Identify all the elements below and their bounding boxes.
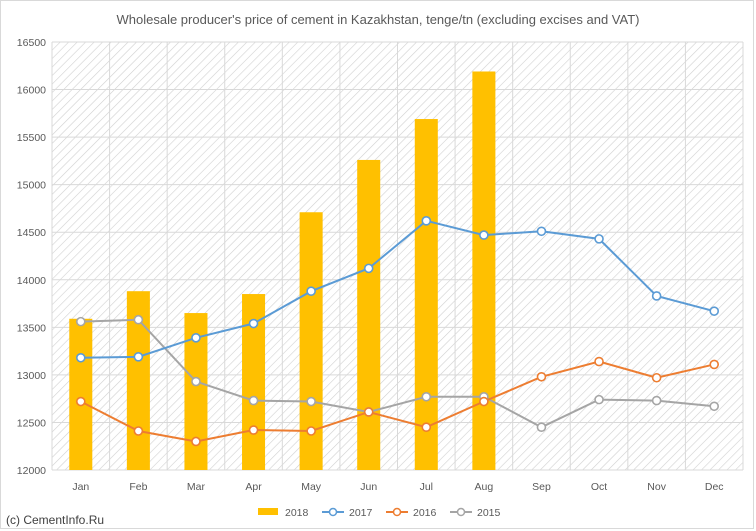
x-tick-label: Jul	[420, 481, 433, 493]
point-2016-aug	[479, 396, 489, 407]
y-axis-ticks: 12000 12500 13000 13500 14000 14500 15000 15500…	[17, 37, 46, 477]
line-2016	[80, 360, 715, 443]
legend-label-2018: 2018	[285, 507, 309, 519]
point-2016-mar	[191, 436, 201, 447]
legend-swatch-2018	[258, 508, 278, 515]
line-series	[75, 216, 720, 447]
point-2016-jun	[363, 407, 374, 417]
point-2016-apr	[248, 425, 259, 435]
y-tick-label: 12500	[17, 417, 46, 429]
x-tick-label: Nov	[647, 481, 666, 493]
point-2016-may	[306, 426, 316, 436]
bar-2018-jun	[357, 159, 381, 470]
point-2016-jan	[75, 396, 86, 407]
x-tick-label: Apr	[245, 481, 262, 493]
point-2017-jun	[363, 263, 374, 274]
point-2017-apr	[248, 318, 259, 329]
legend-marker-2015	[456, 507, 466, 517]
point-2015-apr	[248, 395, 259, 406]
legend-marker-2016	[392, 507, 402, 517]
x-tick-label: Jan	[72, 481, 89, 493]
y-tick-label: 14000	[17, 275, 46, 287]
point-2017-jan	[75, 352, 86, 363]
bar-2018-may	[299, 212, 323, 470]
point-2015-jul	[421, 391, 432, 402]
bar-2018-apr	[242, 294, 266, 470]
y-tick-label: 13500	[17, 322, 46, 334]
point-2017-aug	[479, 230, 489, 240]
bar-2018-jul	[414, 119, 438, 470]
gridlines	[51, 41, 744, 471]
legend-label-2015: 2015	[477, 507, 501, 519]
bar-2018-aug	[472, 71, 496, 471]
legend-label-2017: 2017	[349, 507, 373, 519]
bar-2018-jan	[69, 318, 93, 470]
x-tick-label: Oct	[591, 481, 607, 493]
bar-series	[69, 71, 496, 471]
point-2017-oct	[594, 234, 604, 244]
line-2017	[80, 219, 715, 359]
point-2017-dec	[709, 306, 720, 316]
y-tick-label: 14500	[17, 227, 46, 239]
point-2015-feb	[133, 314, 144, 325]
y-tick-label: 15500	[17, 132, 46, 144]
y-tick-label: 13000	[17, 370, 46, 382]
bar-2018-mar	[184, 313, 208, 470]
legend-marker-2017	[328, 507, 338, 517]
point-2017-nov	[651, 291, 662, 301]
point-2017-mar	[191, 332, 201, 343]
point-2016-feb	[133, 426, 144, 436]
point-2016-dec	[709, 359, 720, 370]
x-axis-ticks: Jan Feb Mar Apr May Jun Jul Aug Sep Oct Nov Dec	[72, 481, 723, 493]
point-2015-sep	[536, 422, 547, 433]
x-tick-label: Feb	[129, 481, 147, 493]
y-tick-label: 16000	[17, 85, 46, 97]
point-2015-dec	[709, 401, 720, 412]
point-2016-jul	[421, 422, 432, 433]
credit-text: (c) CementInfo.Ru	[6, 513, 104, 527]
point-2015-mar	[191, 376, 201, 387]
bar-2018-feb	[126, 291, 150, 470]
y-tick-label: 12000	[17, 465, 46, 477]
legend-label-2016: 2016	[413, 507, 437, 519]
x-tick-label: Dec	[705, 481, 724, 493]
line-2015	[80, 318, 715, 429]
legend: 2018 2017 2016 2015	[258, 507, 501, 519]
x-tick-label: Jun	[360, 481, 377, 493]
x-tick-label: Sep	[532, 481, 551, 493]
y-tick-label: 15000	[17, 180, 46, 192]
point-2015-oct	[594, 394, 604, 405]
point-2017-sep	[536, 226, 547, 237]
point-2016-sep	[536, 371, 547, 382]
x-tick-label: May	[301, 481, 322, 493]
point-2016-oct	[594, 356, 604, 367]
point-2017-may	[306, 286, 316, 296]
point-2015-jan	[75, 316, 86, 327]
x-tick-label: Mar	[187, 481, 206, 493]
point-2015-may	[306, 396, 316, 407]
point-2015-nov	[651, 395, 662, 406]
point-2017-jul	[421, 216, 432, 226]
y-tick-label: 16500	[17, 37, 46, 49]
x-tick-label: Aug	[475, 481, 494, 493]
point-2016-nov	[651, 372, 662, 383]
point-2017-feb	[133, 352, 144, 362]
chart-title: Wholesale producer's price of cement in …	[117, 12, 640, 27]
